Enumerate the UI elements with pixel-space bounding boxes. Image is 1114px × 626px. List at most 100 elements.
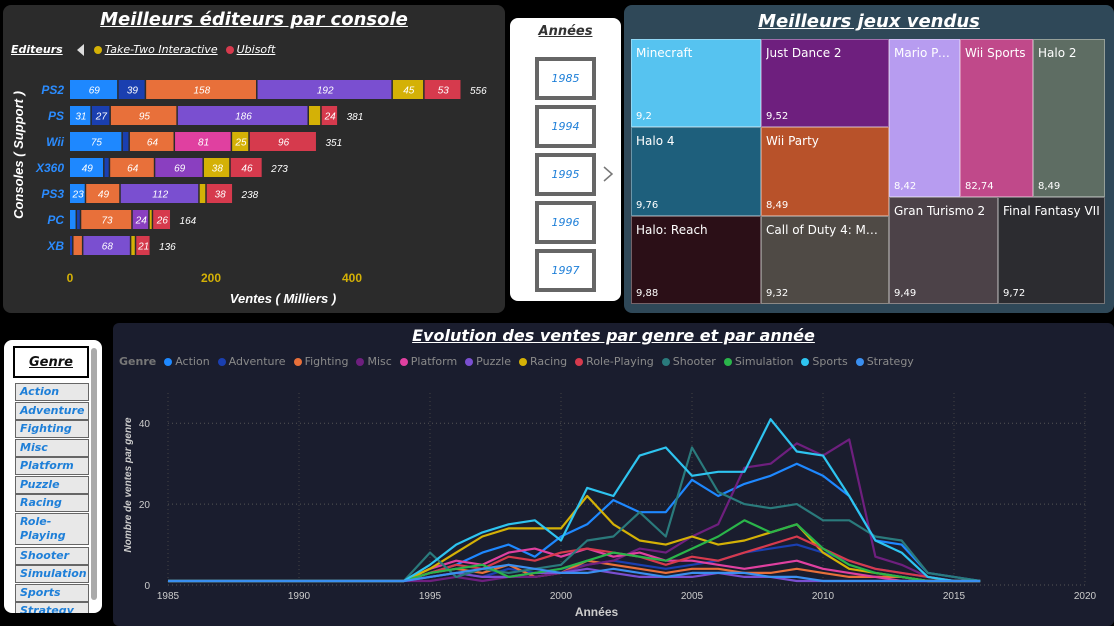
bar-segment[interactable]: [70, 236, 73, 255]
year-button-1985[interactable]: 1985: [535, 57, 596, 100]
genre-item-platform[interactable]: Platform: [15, 457, 89, 475]
treemap-cell[interactable]: Just Dance 2 9,52: [761, 39, 889, 127]
treemap-cell[interactable]: Wii Party 8,49: [761, 127, 889, 216]
legend-item-ubisoft[interactable]: Ubisoft: [225, 43, 275, 56]
bar-segment[interactable]: [177, 106, 308, 125]
bar-segment[interactable]: [392, 80, 424, 99]
year-button-1994[interactable]: 1994: [535, 105, 596, 148]
line-series-action[interactable]: [168, 462, 981, 583]
bar-segment[interactable]: [73, 236, 82, 255]
bar-segment[interactable]: [70, 158, 104, 177]
treemap-cell[interactable]: Halo 4 9,76: [631, 127, 761, 216]
bar-segment[interactable]: [149, 210, 152, 229]
genre-item-strategy[interactable]: Strategy: [15, 602, 89, 613]
bar-segment[interactable]: [257, 80, 392, 99]
bar-data-label: 39: [127, 86, 139, 97]
line-legend-item[interactable]: Adventure: [217, 355, 286, 368]
line-legend-item[interactable]: Misc: [356, 355, 392, 368]
genre-item-adventure[interactable]: Adventure: [15, 401, 89, 420]
line-legend-item[interactable]: Fighting: [293, 355, 348, 368]
genre-item-misc[interactable]: Misc: [15, 438, 89, 457]
treemap-cell[interactable]: Wii Sports 82,74: [960, 39, 1033, 197]
bar-segment[interactable]: [110, 106, 177, 125]
bar-segment[interactable]: [308, 106, 321, 125]
bar-segment[interactable]: [70, 106, 91, 125]
bar-segment[interactable]: [77, 210, 80, 229]
bar-data-label: 64: [127, 164, 139, 175]
line-legend-item[interactable]: Sports: [801, 355, 848, 368]
bar-segment[interactable]: [70, 80, 118, 99]
bar-segment[interactable]: [155, 158, 203, 177]
bar-segment[interactable]: [146, 80, 257, 99]
year-button-1996[interactable]: 1996: [535, 201, 596, 244]
genre-scrollbar[interactable]: [91, 348, 97, 600]
bar-segment[interactable]: [70, 210, 76, 229]
genre-item-sports[interactable]: Sports: [15, 583, 89, 602]
legend-prev-icon[interactable]: [76, 43, 84, 56]
treemap-cell[interactable]: Halo: Reach 9,88: [631, 216, 761, 304]
bar-segment[interactable]: [232, 132, 249, 151]
chevron-right-icon[interactable]: [602, 165, 614, 183]
bar-segment[interactable]: [153, 210, 171, 229]
genre-item-fighting[interactable]: Fighting: [15, 420, 89, 438]
years-slicer-title: Années: [538, 24, 593, 39]
bar-total-label: 238: [241, 190, 259, 201]
line-series-strategy[interactable]: [168, 563, 981, 583]
line-legend-item[interactable]: Racing: [518, 355, 567, 368]
treemap-cell-name: Halo 4: [636, 134, 675, 148]
line-legend-item[interactable]: Shooter: [661, 355, 716, 368]
line-legend-item[interactable]: Strategy: [855, 355, 914, 368]
bar-segment[interactable]: [206, 184, 233, 203]
bar-segment[interactable]: [110, 158, 154, 177]
bar-segment[interactable]: [129, 132, 174, 151]
bar-segment[interactable]: [86, 184, 120, 203]
treemap-cell[interactable]: Mario Part... 8,42: [889, 39, 960, 197]
treemap-cell-name: Final Fantasy VII: [1003, 204, 1100, 218]
bar-segment[interactable]: [91, 106, 110, 125]
legend-item-take-two[interactable]: Take-Two Interactive: [93, 43, 218, 56]
legend-label: Take-Two Interactive: [104, 43, 218, 56]
line-series-sports[interactable]: [168, 418, 981, 583]
genre-item-shooter[interactable]: Shooter: [15, 546, 89, 565]
year-button-1995[interactable]: 1995: [535, 153, 596, 196]
bar-segment[interactable]: [175, 132, 231, 151]
genre-item-action[interactable]: Action: [15, 383, 89, 401]
line-series-simulation[interactable]: [168, 519, 981, 583]
bar-segment[interactable]: [104, 158, 109, 177]
bar-segment[interactable]: [321, 106, 338, 125]
line-legend-item[interactable]: Action: [164, 355, 210, 368]
line-series-misc[interactable]: [168, 438, 981, 583]
genre-item-role-playing[interactable]: Role-Playing: [15, 512, 89, 545]
treemap-cell[interactable]: Halo 2 8,49: [1033, 39, 1105, 197]
line-series-role-playing[interactable]: [168, 535, 981, 583]
bar-segment[interactable]: [81, 210, 132, 229]
line-legend-item[interactable]: Platform: [399, 355, 457, 368]
bar-segment[interactable]: [131, 236, 135, 255]
genre-item-simulation[interactable]: Simulation: [15, 565, 89, 583]
bar-segment[interactable]: [118, 80, 145, 99]
treemap-cell[interactable]: Gran Turismo 2 9,49: [889, 197, 998, 304]
line-legend-item[interactable]: Role-Playing: [575, 355, 654, 368]
bar-segment[interactable]: [132, 210, 149, 229]
line-legend-item[interactable]: Puzzle: [465, 355, 511, 368]
year-button-1997[interactable]: 1997: [535, 249, 596, 292]
bar-segment[interactable]: [249, 132, 316, 151]
bar-segment[interactable]: [70, 184, 85, 203]
bar-segment[interactable]: [424, 80, 461, 99]
line-legend-item[interactable]: Simulation: [723, 355, 793, 368]
bar-segment[interactable]: [70, 132, 122, 151]
treemap-cell-value: 9,49: [894, 288, 917, 299]
genre-item-racing[interactable]: Racing: [15, 494, 89, 512]
bar-segment[interactable]: [83, 236, 130, 255]
bar-segment[interactable]: [120, 184, 199, 203]
genre-item-puzzle[interactable]: Puzzle: [15, 475, 89, 494]
bar-segment[interactable]: [136, 236, 150, 255]
bar-data-label: 186: [235, 112, 252, 123]
bar-segment[interactable]: [230, 158, 262, 177]
bar-segment[interactable]: [199, 184, 206, 203]
bar-segment[interactable]: [122, 132, 129, 151]
treemap-cell[interactable]: Minecraft 9,2: [631, 39, 761, 127]
treemap-cell[interactable]: Final Fantasy VII 9,72: [998, 197, 1105, 304]
treemap-cell[interactable]: Call of Duty 4: Moder... 9,32: [761, 216, 889, 304]
bar-segment[interactable]: [203, 158, 230, 177]
